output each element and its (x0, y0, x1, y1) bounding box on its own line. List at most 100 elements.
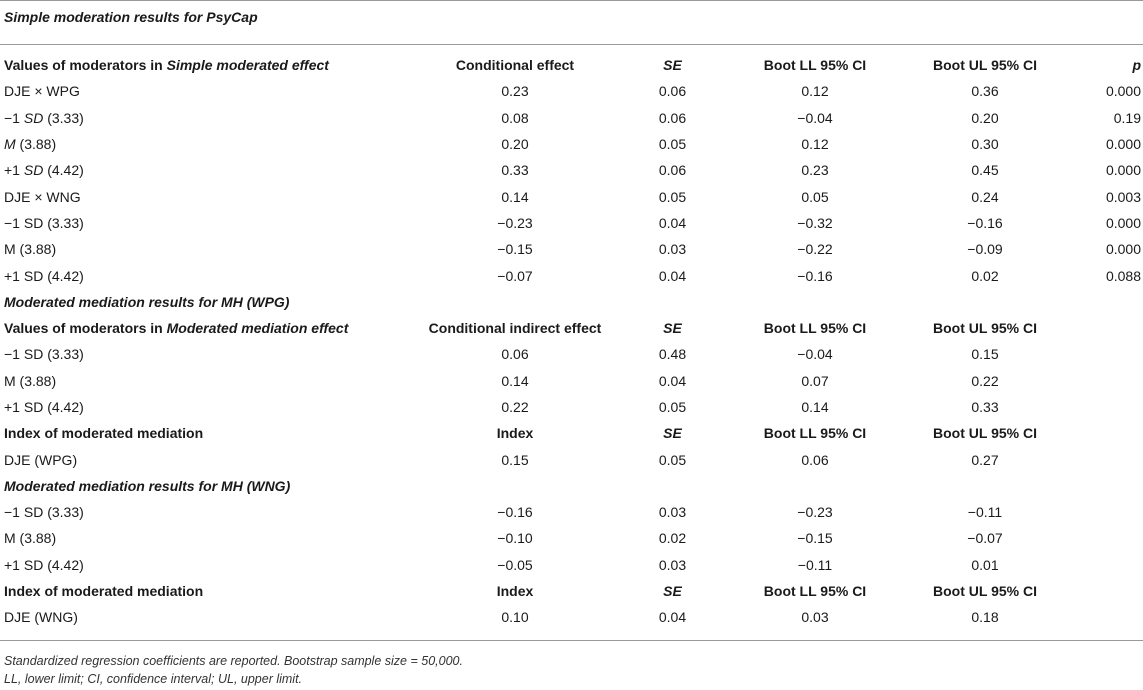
cell-p (1060, 394, 1143, 420)
cell-label: Values of moderators in Simple moderated… (0, 52, 405, 78)
header-row: Values of moderators in Simple moderated… (0, 52, 1143, 78)
cell-boot-ll: −0.11 (797, 556, 833, 573)
italic-part: SD (23, 162, 44, 179)
cell-p (1060, 499, 1143, 525)
cell-p (1060, 368, 1143, 394)
italic-part: SE (663, 425, 682, 442)
cell-boot-ll: Boot LL 95% CI (763, 57, 867, 74)
text-part: Values of moderators in (4, 57, 167, 74)
cell-p: 0.000 (1105, 162, 1141, 179)
cell-label: DJE × WNG (4, 188, 81, 205)
cell-effect: 0.14 (501, 372, 529, 389)
cell-boot-ul: Boot UL 95% CI (933, 583, 1037, 600)
cell-p: 0.000 (1105, 241, 1141, 258)
cell-p (1060, 604, 1143, 630)
text-part: (3.33) (43, 109, 84, 126)
cell-se: 0.04 (658, 267, 687, 284)
cell-boot-ll: Boot LL 95% CI (763, 320, 867, 337)
table-row: +1 SD (4.42) 0.33 0.06 0.23 0.45 0.000 (0, 157, 1143, 183)
table-row: M (3.88) −0.15 0.03 −0.22 −0.09 0.000 (0, 236, 1143, 262)
section-row: Moderated mediation results for MH (WNG) (0, 473, 1143, 499)
cell-label: +1 SD (4.42) (0, 157, 405, 183)
cell-effect: 0.33 (501, 162, 529, 179)
cell-label: Index of moderated mediation (4, 583, 204, 600)
cell-label: DJE (WPG) (4, 451, 78, 468)
cell-p (1060, 341, 1143, 367)
cell-se: 0.03 (658, 504, 687, 521)
italic-part: Simple moderated effect (166, 57, 329, 74)
cell-boot-ul: 0.02 (971, 267, 999, 284)
table-row: −1 SD (3.33) −0.23 0.04 −0.32 −0.16 0.000 (0, 210, 1143, 236)
cell-boot-ll: 0.05 (801, 188, 829, 205)
table-row: +1 SD (4.42) −0.07 0.04 −0.16 0.02 0.088 (0, 262, 1143, 288)
cell-effect: Index (496, 425, 534, 442)
cell-se: SE (625, 420, 720, 446)
cell-boot-ul: Boot UL 95% CI (933, 57, 1037, 74)
cell-boot-ll: Boot LL 95% CI (763, 425, 867, 442)
header-row: Values of moderators in Moderated mediat… (0, 315, 1143, 341)
cell-boot-ll: −0.16 (797, 267, 833, 284)
cell-p (1060, 289, 1143, 315)
cell-se: SE (625, 578, 720, 604)
italic-part: Moderated mediation effect (166, 320, 349, 337)
cell-effect: 0.22 (501, 399, 529, 415)
header-row: Index of moderated mediation Index SE Boot … (0, 578, 1143, 604)
cell-se: 0.48 (658, 346, 687, 363)
cell-boot-ll: Boot LL 95% CI (763, 583, 867, 600)
table-row: −1 SD (3.33) 0.08 0.06 −0.04 0.20 0.19 (0, 105, 1143, 131)
italic-part: SE (663, 320, 682, 337)
cell-label: Index of moderated mediation (4, 425, 204, 442)
cell-label: +1 SD (4.42) (4, 556, 84, 573)
cell-se: 0.04 (658, 372, 687, 389)
cell-boot-ul (910, 289, 1060, 315)
cell-se: 0.03 (658, 556, 687, 573)
cell-boot-ul: 0.30 (971, 136, 999, 153)
cell-effect: 0.06 (501, 346, 529, 363)
cell-p (1060, 420, 1143, 446)
cell-se: 0.06 (658, 83, 687, 100)
cell-label: M (3.88) (4, 530, 57, 547)
cell-boot-ul: Boot UL 95% CI (933, 425, 1037, 442)
cell-boot-ll: 0.14 (801, 399, 829, 415)
cell-effect: −0.07 (497, 267, 533, 284)
cell-p: 0.000 (1105, 136, 1141, 153)
cell-boot-ll (720, 473, 910, 499)
cell-se: 0.02 (658, 530, 687, 547)
cell-se (625, 289, 720, 315)
cell-boot-ul: 0.24 (971, 188, 999, 205)
cell-label: +1 SD (4.42) (4, 399, 84, 415)
bottom-rule (0, 640, 1143, 641)
cell-effect: Conditional effect (455, 57, 575, 74)
cell-effect: Index (496, 583, 534, 600)
table-row: DJE × WNG 0.14 0.05 0.05 0.24 0.003 (0, 183, 1143, 209)
cell-label: −1 SD (3.33) (4, 346, 84, 363)
cell-p: 0.000 (1105, 214, 1141, 231)
cell-boot-ll: 0.06 (801, 451, 829, 468)
cell-label: −1 SD (3.33) (4, 504, 84, 521)
table-row: DJE × WPG 0.23 0.06 0.12 0.36 0.000 (0, 78, 1143, 104)
cell-label: DJE (WNG) (4, 609, 78, 626)
cell-boot-ll: −0.04 (797, 346, 833, 363)
cell-se: 0.05 (658, 188, 687, 205)
cell-boot-ul: −0.07 (967, 530, 1003, 547)
cell-boot-ll (720, 289, 910, 315)
cell-label: −1 SD (3.33) (0, 105, 405, 131)
table-row: M (3.88) 0.20 0.05 0.12 0.30 0.000 (0, 131, 1143, 157)
cell-boot-ll: 0.12 (801, 83, 829, 100)
cell-effect: −0.10 (497, 530, 533, 547)
cell-boot-ll: −0.32 (797, 214, 833, 231)
cell-p (1060, 473, 1143, 499)
cell-p: 0.19 (1113, 109, 1141, 126)
top-rule (0, 0, 1143, 1)
cell-boot-ul: 0.27 (971, 451, 999, 468)
cell-boot-ul: 0.33 (971, 399, 999, 415)
cell-effect: −0.16 (497, 504, 533, 521)
cell-boot-ll: 0.12 (801, 136, 829, 153)
cell-effect: −0.05 (497, 556, 533, 573)
cell-boot-ul: −0.09 (967, 241, 1003, 258)
cell-p: 0.003 (1105, 188, 1141, 205)
cell-effect: 0.15 (501, 451, 529, 468)
text-part: (3.88) (15, 136, 57, 153)
cell-boot-ul: 0.36 (971, 83, 999, 100)
cell-effect: 0.08 (501, 109, 529, 126)
